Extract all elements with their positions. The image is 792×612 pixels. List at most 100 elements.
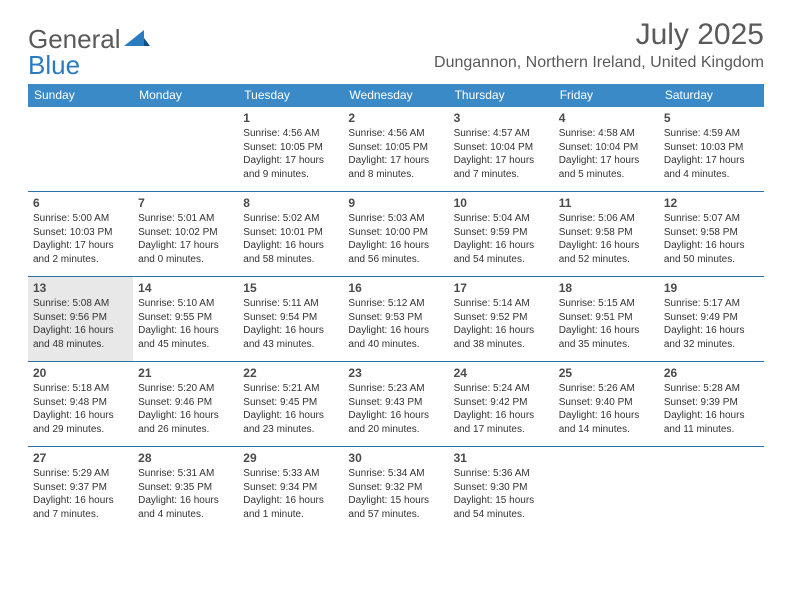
sunset-line: Sunset: 9:45 PM bbox=[243, 396, 338, 410]
sunrise-line: Sunrise: 4:57 AM bbox=[454, 127, 549, 141]
sunset-line: Sunset: 10:01 PM bbox=[243, 226, 338, 240]
day-number: 21 bbox=[138, 365, 233, 381]
day-cell: 3Sunrise: 4:57 AMSunset: 10:04 PMDayligh… bbox=[449, 107, 554, 191]
sunset-line: Sunset: 9:39 PM bbox=[664, 396, 759, 410]
sunset-line: Sunset: 9:35 PM bbox=[138, 481, 233, 495]
day-cell bbox=[28, 107, 133, 191]
sunset-line: Sunset: 10:04 PM bbox=[454, 141, 549, 155]
day-number: 27 bbox=[33, 450, 128, 466]
day-number: 8 bbox=[243, 195, 338, 211]
day-number: 6 bbox=[33, 195, 128, 211]
day-cell: 8Sunrise: 5:02 AMSunset: 10:01 PMDayligh… bbox=[238, 192, 343, 276]
daylight-line: Daylight: 15 hours and 57 minutes. bbox=[348, 494, 443, 521]
sunset-line: Sunset: 9:49 PM bbox=[664, 311, 759, 325]
day-cell: 31Sunrise: 5:36 AMSunset: 9:30 PMDayligh… bbox=[449, 447, 554, 531]
day-cell: 29Sunrise: 5:33 AMSunset: 9:34 PMDayligh… bbox=[238, 447, 343, 531]
sunset-line: Sunset: 10:05 PM bbox=[348, 141, 443, 155]
day-number: 19 bbox=[664, 280, 759, 296]
daylight-line: Daylight: 16 hours and 11 minutes. bbox=[664, 409, 759, 436]
daylight-line: Daylight: 17 hours and 7 minutes. bbox=[454, 154, 549, 181]
day-number: 22 bbox=[243, 365, 338, 381]
day-number: 1 bbox=[243, 110, 338, 126]
sunrise-line: Sunrise: 5:26 AM bbox=[559, 382, 654, 396]
sunrise-line: Sunrise: 5:06 AM bbox=[559, 212, 654, 226]
day-header: Sunday bbox=[28, 84, 133, 107]
sunrise-line: Sunrise: 5:21 AM bbox=[243, 382, 338, 396]
header: General July 2025 Dungannon, Northern Ir… bbox=[0, 0, 792, 76]
calendar: SundayMondayTuesdayWednesdayThursdayFrid… bbox=[28, 84, 764, 531]
day-cell: 7Sunrise: 5:01 AMSunset: 10:02 PMDayligh… bbox=[133, 192, 238, 276]
day-number: 30 bbox=[348, 450, 443, 466]
day-cell: 18Sunrise: 5:15 AMSunset: 9:51 PMDayligh… bbox=[554, 277, 659, 361]
daylight-line: Daylight: 16 hours and 43 minutes. bbox=[243, 324, 338, 351]
sunset-line: Sunset: 10:03 PM bbox=[33, 226, 128, 240]
day-number: 16 bbox=[348, 280, 443, 296]
day-header-row: SundayMondayTuesdayWednesdayThursdayFrid… bbox=[28, 84, 764, 107]
day-number: 15 bbox=[243, 280, 338, 296]
day-header: Friday bbox=[554, 84, 659, 107]
sunrise-line: Sunrise: 5:14 AM bbox=[454, 297, 549, 311]
sunset-line: Sunset: 10:02 PM bbox=[138, 226, 233, 240]
day-header: Saturday bbox=[659, 84, 764, 107]
sunset-line: Sunset: 9:48 PM bbox=[33, 396, 128, 410]
day-cell: 22Sunrise: 5:21 AMSunset: 9:45 PMDayligh… bbox=[238, 362, 343, 446]
daylight-line: Daylight: 15 hours and 54 minutes. bbox=[454, 494, 549, 521]
sunset-line: Sunset: 9:58 PM bbox=[559, 226, 654, 240]
daylight-line: Daylight: 17 hours and 2 minutes. bbox=[33, 239, 128, 266]
day-cell: 24Sunrise: 5:24 AMSunset: 9:42 PMDayligh… bbox=[449, 362, 554, 446]
sunrise-line: Sunrise: 5:15 AM bbox=[559, 297, 654, 311]
day-number: 3 bbox=[454, 110, 549, 126]
daylight-line: Daylight: 16 hours and 40 minutes. bbox=[348, 324, 443, 351]
sunrise-line: Sunrise: 5:28 AM bbox=[664, 382, 759, 396]
day-cell bbox=[133, 107, 238, 191]
day-cell: 21Sunrise: 5:20 AMSunset: 9:46 PMDayligh… bbox=[133, 362, 238, 446]
daylight-line: Daylight: 16 hours and 48 minutes. bbox=[33, 324, 128, 351]
day-cell: 5Sunrise: 4:59 AMSunset: 10:03 PMDayligh… bbox=[659, 107, 764, 191]
daylight-line: Daylight: 16 hours and 45 minutes. bbox=[138, 324, 233, 351]
sunrise-line: Sunrise: 5:01 AM bbox=[138, 212, 233, 226]
sunrise-line: Sunrise: 5:08 AM bbox=[33, 297, 128, 311]
logo-icon bbox=[124, 28, 150, 48]
weeks-container: 1Sunrise: 4:56 AMSunset: 10:05 PMDayligh… bbox=[28, 107, 764, 531]
sunrise-line: Sunrise: 5:24 AM bbox=[454, 382, 549, 396]
page-title: July 2025 bbox=[434, 18, 764, 52]
sunset-line: Sunset: 9:52 PM bbox=[454, 311, 549, 325]
day-number: 20 bbox=[33, 365, 128, 381]
daylight-line: Daylight: 16 hours and 1 minute. bbox=[243, 494, 338, 521]
day-number: 18 bbox=[559, 280, 654, 296]
daylight-line: Daylight: 16 hours and 4 minutes. bbox=[138, 494, 233, 521]
day-number: 24 bbox=[454, 365, 549, 381]
daylight-line: Daylight: 16 hours and 14 minutes. bbox=[559, 409, 654, 436]
daylight-line: Daylight: 16 hours and 50 minutes. bbox=[664, 239, 759, 266]
sunrise-line: Sunrise: 5:00 AM bbox=[33, 212, 128, 226]
sunset-line: Sunset: 10:05 PM bbox=[243, 141, 338, 155]
sunset-line: Sunset: 9:32 PM bbox=[348, 481, 443, 495]
sunrise-line: Sunrise: 5:11 AM bbox=[243, 297, 338, 311]
day-cell: 13Sunrise: 5:08 AMSunset: 9:56 PMDayligh… bbox=[28, 277, 133, 361]
daylight-line: Daylight: 16 hours and 32 minutes. bbox=[664, 324, 759, 351]
day-number: 25 bbox=[559, 365, 654, 381]
day-number: 29 bbox=[243, 450, 338, 466]
sunset-line: Sunset: 9:55 PM bbox=[138, 311, 233, 325]
sunrise-line: Sunrise: 5:36 AM bbox=[454, 467, 549, 481]
day-header: Monday bbox=[133, 84, 238, 107]
day-number: 17 bbox=[454, 280, 549, 296]
sunset-line: Sunset: 9:58 PM bbox=[664, 226, 759, 240]
logo-text-2: Blue bbox=[28, 50, 80, 81]
day-cell: 26Sunrise: 5:28 AMSunset: 9:39 PMDayligh… bbox=[659, 362, 764, 446]
daylight-line: Daylight: 16 hours and 29 minutes. bbox=[33, 409, 128, 436]
sunrise-line: Sunrise: 5:31 AM bbox=[138, 467, 233, 481]
day-cell: 16Sunrise: 5:12 AMSunset: 9:53 PMDayligh… bbox=[343, 277, 448, 361]
day-cell: 1Sunrise: 4:56 AMSunset: 10:05 PMDayligh… bbox=[238, 107, 343, 191]
title-block: July 2025 Dungannon, Northern Ireland, U… bbox=[434, 18, 764, 72]
sunset-line: Sunset: 9:40 PM bbox=[559, 396, 654, 410]
day-number: 5 bbox=[664, 110, 759, 126]
sunset-line: Sunset: 9:56 PM bbox=[33, 311, 128, 325]
sunset-line: Sunset: 9:54 PM bbox=[243, 311, 338, 325]
sunset-line: Sunset: 9:53 PM bbox=[348, 311, 443, 325]
week-row: 20Sunrise: 5:18 AMSunset: 9:48 PMDayligh… bbox=[28, 362, 764, 447]
day-header: Thursday bbox=[449, 84, 554, 107]
week-row: 27Sunrise: 5:29 AMSunset: 9:37 PMDayligh… bbox=[28, 447, 764, 531]
sunset-line: Sunset: 10:04 PM bbox=[559, 141, 654, 155]
day-cell: 6Sunrise: 5:00 AMSunset: 10:03 PMDayligh… bbox=[28, 192, 133, 276]
